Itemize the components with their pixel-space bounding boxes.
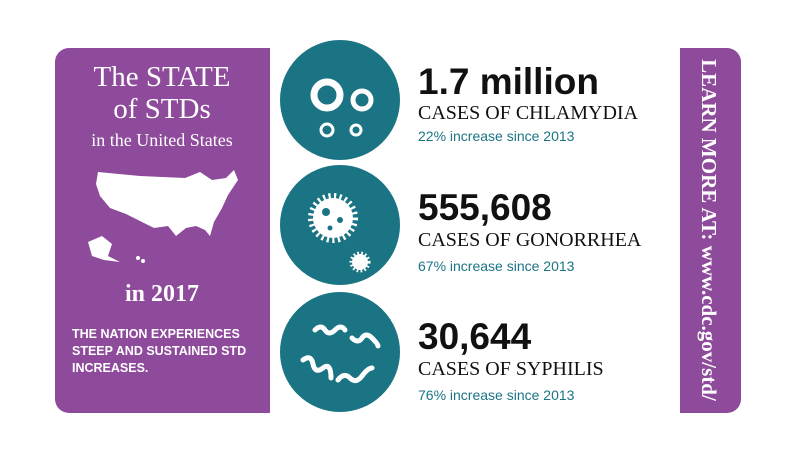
stat-change: 67% increase since 2013 [418,258,575,274]
title-line: The STATE [93,61,230,93]
subtitle: in the United States [91,130,232,150]
chlamydia-icon [276,36,404,164]
description-line: THE NATION EXPERIENCES [72,327,240,341]
stat-change: 22% increase since 2013 [418,128,575,144]
us-map [96,170,238,236]
syphilis-icon [276,288,404,416]
stat-label: CASES OF SYPHILIS [418,358,604,380]
description-line: INCREASES. [72,361,148,375]
year: in 2017 [125,281,199,307]
description-line: STEEP AND SUSTAINED STD [72,344,246,358]
stat-label: CASES OF GONORRHEA [418,229,642,251]
hawaii-map [141,259,145,263]
stat-number: 1.7 million [418,61,599,102]
title-line: of STDs [113,93,210,125]
side-link-text: LEARN MORE AT: www.cdc.gov/std/ [697,59,721,402]
alaska-map [88,236,120,262]
hawaii-map [136,256,140,260]
stat-change: 76% increase since 2013 [418,387,575,403]
gonorrhea-icon [276,161,404,289]
stat-label: CASES OF CHLAMYDIA [418,102,639,124]
stat-number: 30,644 [418,316,532,357]
stat-number: 555,608 [418,187,552,228]
